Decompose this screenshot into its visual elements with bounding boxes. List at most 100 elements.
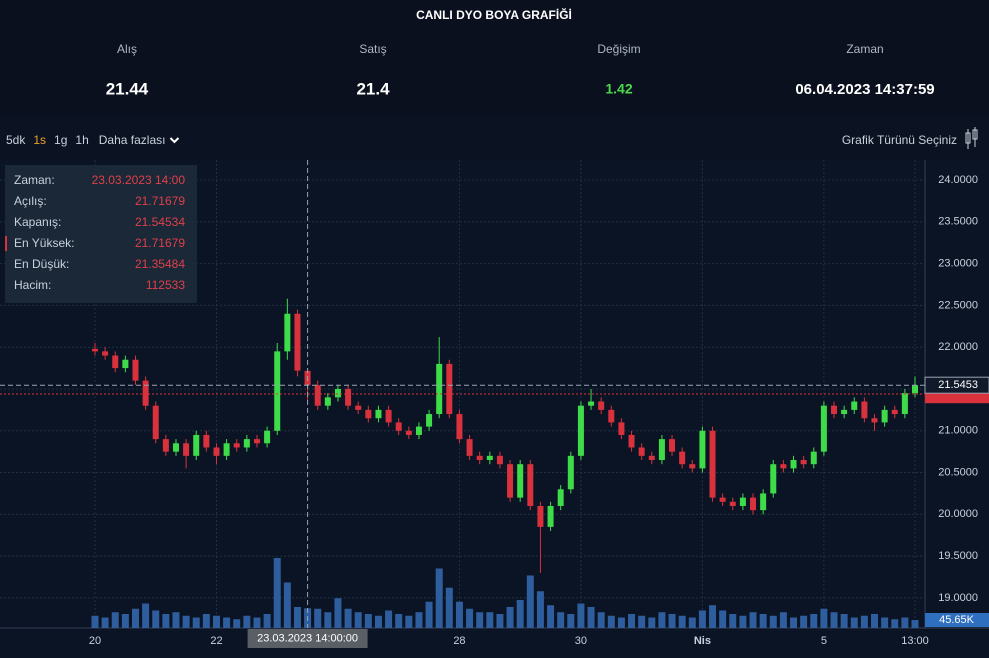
volume-bar	[172, 612, 180, 628]
volume-bar	[131, 608, 139, 628]
candle-body	[608, 409, 615, 423]
y-tick-label: 24.0000	[938, 174, 978, 186]
tooltip-label: En Yüksek:	[14, 236, 74, 250]
tooltip-label: Hacim:	[14, 278, 51, 292]
candle-body	[92, 348, 98, 352]
volume-bar	[749, 612, 757, 628]
stat-label: Alış	[117, 42, 137, 56]
volume-bar	[314, 608, 322, 628]
stat-value: 1.42	[605, 81, 632, 97]
stat-value: 06.04.2023 14:37:59	[795, 81, 934, 98]
interval-button[interactable]: 5dk	[6, 133, 26, 147]
volume-bar	[536, 591, 544, 628]
volume-bar	[121, 614, 129, 628]
more-button[interactable]: Daha fazlası	[99, 133, 166, 147]
interval-button[interactable]: 1s	[33, 133, 46, 147]
tooltip-value: 112533	[146, 278, 185, 292]
volume-bar	[871, 614, 879, 628]
volume-bar	[597, 612, 605, 628]
candle-body	[577, 405, 584, 456]
volume-bar	[415, 612, 423, 628]
candle-body	[679, 451, 686, 465]
volume-bar	[881, 617, 889, 628]
interval-button[interactable]: 1h	[75, 133, 88, 147]
tooltip-value: 21.71679	[135, 236, 185, 250]
volume-bar	[162, 614, 170, 628]
volume-bar	[607, 615, 615, 628]
volume-bar	[466, 608, 474, 628]
candle-body	[770, 464, 777, 494]
candle-body	[213, 447, 220, 456]
candle-body	[446, 363, 453, 415]
candle-body	[861, 401, 868, 419]
volume-bar	[850, 617, 858, 628]
volume-bar	[344, 608, 352, 628]
chart-type-button[interactable]: Grafik Türünü Seçiniz	[842, 133, 957, 147]
volume-bar	[111, 612, 119, 628]
candle-body	[901, 393, 908, 415]
candle-body	[912, 385, 918, 394]
volume-bar	[587, 607, 595, 628]
crosshair-label-bg	[247, 629, 368, 648]
volume-bar	[860, 615, 868, 628]
candle-body	[456, 414, 463, 440]
y-tick-label: 21.0000	[938, 425, 978, 437]
bid-tag	[925, 393, 989, 404]
candle-body	[122, 359, 129, 369]
candle-body	[851, 401, 858, 410]
volume-bar	[405, 615, 413, 628]
candle-body	[638, 447, 645, 456]
candle-body	[760, 493, 767, 511]
x-tick-label: 22	[210, 635, 222, 647]
volume-bar	[567, 614, 575, 628]
volume-bar	[729, 614, 737, 628]
interval-button[interactable]: 1g	[54, 133, 67, 147]
volume-bar	[759, 614, 767, 628]
candle-body	[871, 418, 878, 423]
volume-bar	[354, 612, 362, 628]
volume-bar	[800, 615, 808, 628]
volume-bar	[617, 617, 625, 628]
volume-bar	[496, 614, 504, 628]
volume-bar	[790, 617, 798, 628]
y-tick-label: 20.5000	[938, 466, 978, 478]
candle-body	[588, 401, 595, 406]
tooltip-value: 21.71679	[135, 194, 185, 208]
candle-body	[669, 439, 676, 452]
header-bg	[0, 0, 989, 115]
volume-bar	[901, 617, 909, 628]
candle-body	[223, 443, 230, 456]
x-tick-label: 30	[575, 635, 587, 647]
volume-bar	[516, 600, 524, 628]
candle-body	[507, 464, 514, 498]
volume-bar	[253, 617, 261, 628]
last-price-label: 21.5453	[938, 379, 978, 391]
volume-bar	[638, 615, 646, 628]
candle-body	[648, 455, 655, 461]
candle-body	[264, 430, 271, 444]
volume-bar	[283, 582, 291, 628]
candle-body	[699, 430, 706, 469]
volume-bar	[739, 615, 747, 628]
y-tick-label: 23.5000	[938, 216, 978, 228]
volume-bar	[719, 610, 727, 628]
volume-bar	[688, 617, 696, 628]
candle-body	[810, 451, 817, 465]
volume-bar	[577, 603, 585, 628]
volume-bar	[223, 617, 231, 628]
candle-body	[385, 409, 392, 423]
volume-bar	[709, 605, 717, 628]
candle-body	[831, 405, 838, 415]
volume-bar	[445, 587, 453, 628]
candle-body	[395, 422, 402, 431]
volume-bar	[435, 568, 443, 628]
candle-body	[729, 501, 736, 506]
candle-body	[739, 497, 746, 506]
volume-bar	[142, 603, 150, 628]
candle-body	[476, 455, 483, 461]
candle-body	[345, 388, 352, 406]
chevron	[169, 137, 180, 144]
candle-body	[780, 464, 787, 469]
crosshair-label: 23.03.2023 14:00:00	[257, 632, 358, 644]
